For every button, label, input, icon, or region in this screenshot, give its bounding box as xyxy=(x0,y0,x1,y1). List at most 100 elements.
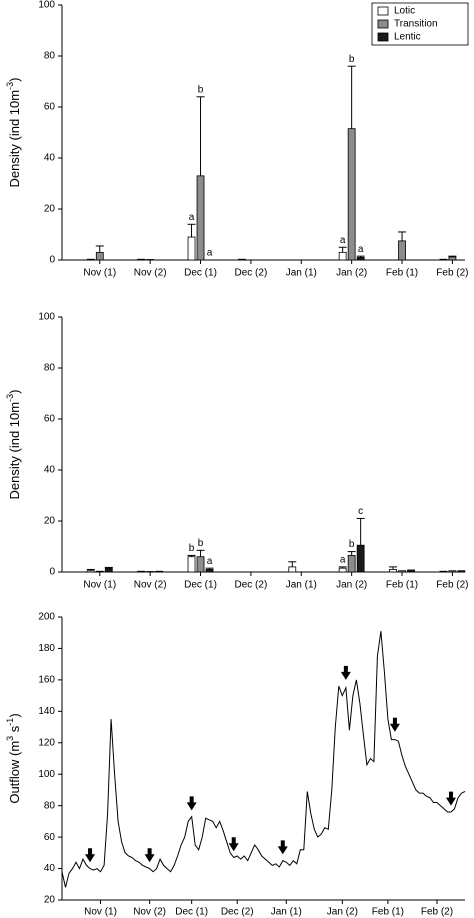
sampling-arrow xyxy=(85,848,96,863)
y-axis-label-part: 3 xyxy=(5,736,15,741)
legend-swatch xyxy=(377,6,389,16)
x-tick-label: Feb (2) xyxy=(436,268,468,279)
significance-letter: a xyxy=(358,244,364,255)
y-tick-label: 140 xyxy=(38,706,55,717)
bar xyxy=(205,569,214,573)
bar xyxy=(104,567,113,573)
sampling-arrow xyxy=(389,717,400,732)
x-tick-label: Feb (1) xyxy=(386,580,418,591)
sampling-arrow xyxy=(228,837,239,852)
error-bar xyxy=(347,551,356,556)
x-tick-label: Nov (2) xyxy=(133,907,166,918)
error-bar xyxy=(389,566,398,570)
x-tick-label: Nov (1) xyxy=(83,268,116,279)
significance-letter: a xyxy=(207,248,213,259)
bar xyxy=(457,570,466,573)
significance-letter: b xyxy=(349,54,355,65)
sampling-arrow xyxy=(144,848,155,863)
bar xyxy=(86,258,95,261)
significance-letter: a xyxy=(340,235,346,246)
bar xyxy=(439,258,448,261)
x-tick-label: Nov (1) xyxy=(83,580,116,591)
significance-letter: b xyxy=(189,543,195,554)
y-tick-label: 80 xyxy=(44,800,56,811)
y-axis-label-part: ) xyxy=(7,713,22,717)
bar xyxy=(448,256,457,261)
y-axis-label-part: -3 xyxy=(5,82,15,90)
x-tick-label: Feb (2) xyxy=(421,907,453,918)
x-tick-label: Dec (2) xyxy=(235,268,268,279)
significance-letter: c xyxy=(358,506,363,517)
error-bar xyxy=(356,517,365,546)
x-tick-label: Dec (2) xyxy=(221,907,254,918)
significance-letter: a xyxy=(207,556,213,567)
sampling-arrow xyxy=(340,665,351,680)
y-axis-label-part: s xyxy=(7,725,22,736)
bar xyxy=(398,570,406,573)
error-bar xyxy=(205,567,214,570)
legend-swatch xyxy=(377,19,389,29)
y-axis-label-part: ) xyxy=(7,390,22,394)
bar xyxy=(347,128,356,261)
y-tick-label: 60 xyxy=(44,102,56,113)
legend-swatch xyxy=(377,32,389,42)
significance-letter: a xyxy=(340,555,346,566)
error-bar xyxy=(356,255,365,258)
bar xyxy=(407,569,415,573)
x-tick-label: Jan (2) xyxy=(327,907,358,918)
y-axis-label: Outflow (m3 s-1) xyxy=(5,713,22,803)
legend-label: Lotic xyxy=(394,6,415,17)
x-tick-label: Dec (1) xyxy=(184,268,217,279)
x-tick-label: Feb (1) xyxy=(372,907,404,918)
error-bar xyxy=(338,566,347,569)
x-tick-label: Dec (1) xyxy=(184,580,217,591)
x-tick-label: Jan (2) xyxy=(336,580,367,591)
error-bar xyxy=(187,223,196,238)
bar xyxy=(196,175,205,261)
bar xyxy=(338,251,347,261)
y-tick-label: 60 xyxy=(44,414,56,425)
error-bar xyxy=(95,245,104,253)
bar xyxy=(196,556,205,573)
bar xyxy=(347,555,356,573)
y-tick-label: 20 xyxy=(44,516,56,527)
y-tick-label: 0 xyxy=(49,567,55,578)
legend-label: Transition xyxy=(394,19,438,30)
y-tick-label: 100 xyxy=(38,312,55,323)
bar xyxy=(356,544,365,573)
error-bar xyxy=(398,231,407,241)
y-tick-label: 160 xyxy=(38,675,55,686)
y-axis-label-part: Density (ind 10m xyxy=(7,90,22,188)
x-tick-label: Jan (1) xyxy=(271,907,302,918)
error-bar xyxy=(288,561,297,567)
y-axis-label-part: Outflow (m xyxy=(7,741,22,804)
sampling-arrow xyxy=(186,796,197,811)
y-axis-label: Density (ind 10m-3) xyxy=(5,390,22,500)
significance-letter: a xyxy=(189,212,195,223)
bar xyxy=(95,251,104,261)
y-tick-label: 0 xyxy=(49,255,55,266)
outflow-line xyxy=(61,631,466,888)
bar xyxy=(155,570,164,573)
bar xyxy=(146,259,155,261)
y-tick-label: 20 xyxy=(44,204,56,215)
error-bar xyxy=(338,246,347,253)
y-axis-label-part: -3 xyxy=(5,394,15,402)
sampling-arrow xyxy=(445,791,456,806)
error-bar xyxy=(196,549,205,557)
legend-label: Lentic xyxy=(394,32,421,43)
bar xyxy=(137,570,146,573)
y-tick-label: 100 xyxy=(38,769,55,780)
error-bar xyxy=(196,96,205,176)
x-tick-label: Feb (1) xyxy=(386,268,418,279)
bar xyxy=(398,240,406,261)
error-bar xyxy=(86,568,95,571)
y-tick-label: 80 xyxy=(44,363,56,374)
significance-letter: b xyxy=(198,538,204,549)
bar xyxy=(338,567,347,573)
x-tick-label: Jan (1) xyxy=(286,580,317,591)
bar xyxy=(389,569,397,573)
bar xyxy=(439,570,448,573)
error-bar xyxy=(347,65,356,129)
